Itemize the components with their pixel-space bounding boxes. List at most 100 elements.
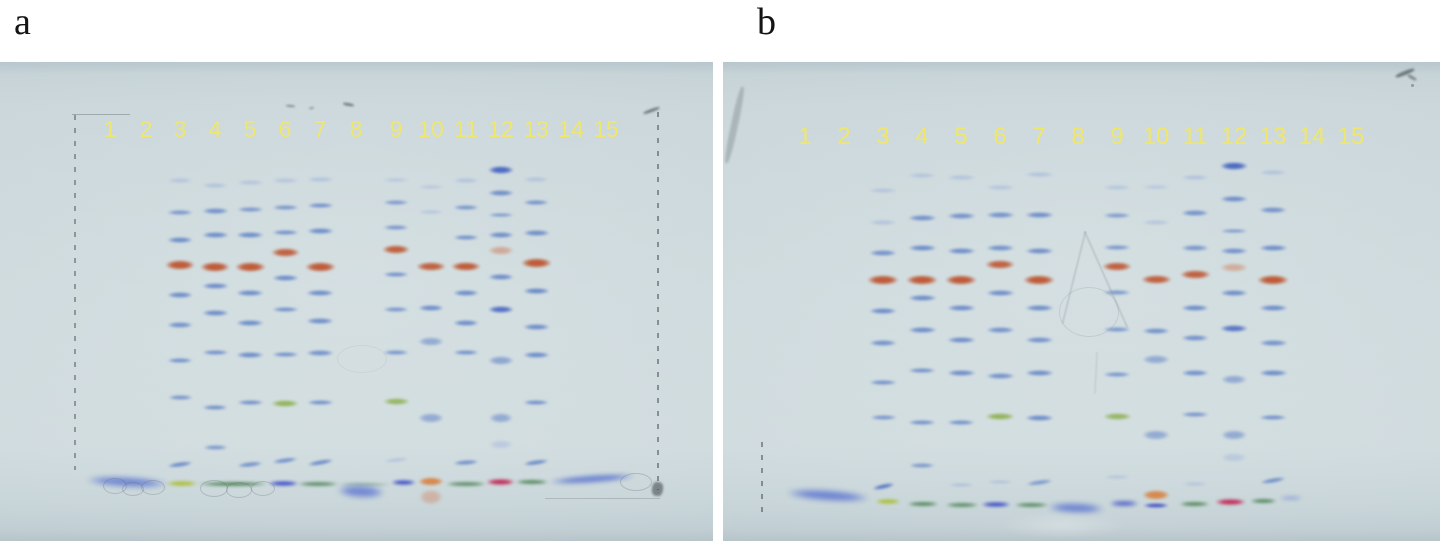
gel-edge-line [72,114,130,115]
panel-label-a: a [14,1,31,43]
protein-band [306,290,334,296]
lane-number: 2 [139,116,153,142]
protein-band [383,272,409,277]
protein-band [985,373,1015,379]
protein-band [1181,412,1209,417]
lane-number: 4 [915,123,929,150]
protein-band [489,440,513,449]
lane-number: 7 [313,116,327,142]
protein-band [1024,248,1054,254]
protein-band [201,310,229,316]
protein-band [418,413,444,423]
protein-band [985,245,1015,251]
wrinkle-curve [1059,287,1119,337]
protein-band [1142,328,1170,334]
protein-band [1179,270,1211,279]
protein-band [271,205,299,210]
protein-band [946,305,976,311]
dye-front-segment [1279,496,1303,500]
protein-band [1220,162,1248,170]
dye-front-segment [268,481,299,486]
protein-band [236,180,264,185]
protein-band [167,322,193,328]
protein-band [869,250,897,256]
lane-number: 14 [1298,123,1326,150]
protein-band [1258,340,1288,346]
protein-band [488,232,514,238]
smudge-mark [308,106,315,110]
protein-band [909,463,935,468]
lane-number: 15 [593,116,619,142]
protein-band [1102,262,1132,271]
protein-band [488,166,514,174]
protein-band [871,481,895,492]
protein-band [488,190,514,196]
protein-band [1024,172,1054,177]
protein-band [236,207,264,212]
protein-band [167,210,193,215]
protein-band [907,245,937,251]
dye-front-segment [784,487,872,504]
protein-band [1181,175,1209,180]
gel-edge-line [761,442,763,514]
lane-number: 1 [798,123,812,150]
protein-band [453,178,479,183]
protein-band [418,337,444,346]
protein-band [1181,335,1209,341]
bubble-outline [620,473,652,491]
protein-band [907,327,937,333]
protein-band [167,178,193,183]
protein-band [1258,245,1288,251]
protein-band [1024,337,1054,343]
protein-band [382,398,410,405]
protein-band [167,395,193,400]
dye-front-segment [875,499,901,504]
protein-band [946,337,976,343]
protein-band [522,352,550,358]
protein-band [1220,263,1248,272]
protein-band [1103,245,1131,250]
protein-band [453,350,479,355]
protein-band [306,228,334,234]
bubble-outline [251,481,275,496]
protein-band [523,400,549,405]
protein-band [907,295,937,301]
protein-band [907,215,937,221]
protein-band [1104,475,1130,479]
protein-band [451,262,481,271]
protein-band [1259,415,1287,420]
dye-front-segment [166,481,198,486]
protein-band [1257,275,1289,285]
protein-band [383,307,409,312]
protein-band [522,458,550,467]
protein-band [1182,482,1208,486]
dye-front-segment [981,502,1011,507]
lane-number: 6 [993,123,1007,150]
lane-number: 15 [1337,123,1365,150]
protein-band [1023,275,1055,285]
protein-band [416,262,446,271]
protein-band [1220,229,1248,233]
protein-band [201,350,229,355]
protein-band [165,260,195,270]
protein-band [1102,413,1132,420]
protein-band [1143,503,1169,508]
protein-band [1024,305,1054,311]
protein-band [1142,430,1170,440]
dye-front-segment [1215,499,1246,505]
protein-band [1142,185,1170,189]
lane-number: 14 [558,116,584,142]
protein-band [236,352,264,358]
protein-band [419,489,443,505]
protein-band [489,413,513,423]
protein-band [383,350,409,355]
protein-band [523,177,549,182]
gel-photo-a: 1 2 3 4 5 6 7 8 9 10 11 12 13 14 15 [0,62,713,541]
protein-band [418,477,444,486]
protein-band [202,183,228,188]
protein-band [1025,478,1053,487]
lane-number: 9 [389,116,403,142]
lane-number: 7 [1032,123,1046,150]
protein-band [906,275,938,285]
lane-number: 3 [173,116,187,142]
